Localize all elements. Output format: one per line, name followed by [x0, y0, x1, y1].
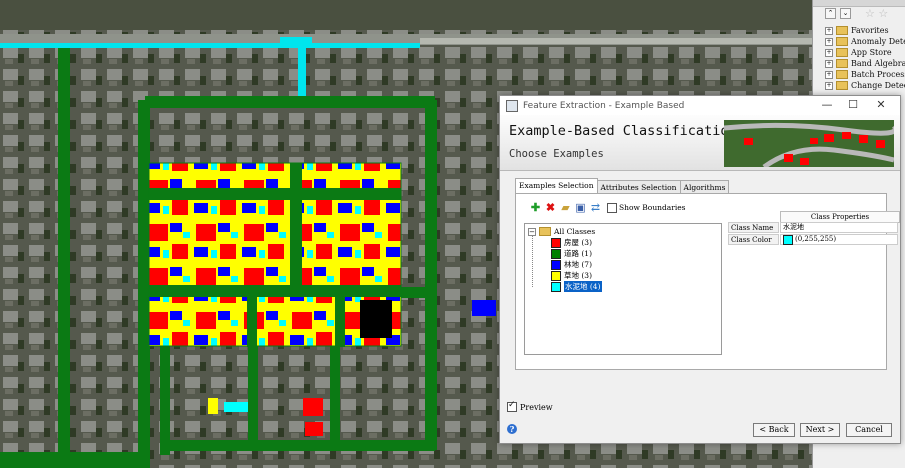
class-color-swatch [551, 281, 561, 292]
folder-icon [836, 26, 848, 35]
toolbox-titlebar [813, 0, 905, 7]
tree-root-label: All Classes [554, 227, 596, 236]
app-icon [506, 99, 518, 112]
preview-toggle[interactable]: Preview [507, 400, 553, 412]
collapse-icon[interactable]: − [528, 227, 536, 236]
collapse-up-icon[interactable]: ⌃ [825, 8, 836, 19]
show-boundaries-label: Show Boundaries [619, 203, 686, 212]
folder-icon [539, 227, 551, 236]
class-toolbar: ✚ ✖ ▰ ▣ ⇄ Show Boundaries [530, 202, 686, 213]
folder-icon [836, 70, 848, 79]
class-color-label: Class Color [728, 234, 779, 245]
folder-icon [836, 81, 848, 90]
import-icon[interactable]: ⇄ [590, 201, 601, 214]
collapse-down-icon[interactable]: ⌄ [840, 8, 851, 19]
preview-checkbox[interactable] [507, 400, 517, 412]
class-label: 房屋 (3) [564, 238, 593, 247]
toolbox-item[interactable]: + App Store [825, 48, 892, 57]
class-color-field[interactable]: (0,255,255) [780, 234, 898, 245]
expand-icon[interactable]: + [825, 59, 833, 68]
dialog-tabs: Examples Selection Attributes Selection … [515, 178, 730, 195]
class-name-field[interactable]: 水泥地 [780, 222, 898, 233]
class-color-swatch[interactable] [783, 234, 793, 245]
expand-icon[interactable]: + [825, 48, 833, 57]
class-color-swatch [551, 237, 561, 248]
toolbox-item[interactable]: + Band Algebra [825, 59, 905, 68]
maximize-icon[interactable]: ☐ [848, 98, 858, 111]
class-label: 水泥地 (4) [564, 281, 602, 292]
banner-thumbnail-image [724, 120, 894, 167]
class-label: 道路 (1) [564, 249, 593, 258]
open-folder-icon[interactable]: ▰ [561, 201, 570, 214]
cancel-button[interactable]: Cancel [846, 423, 892, 437]
delete-class-icon[interactable]: ✖ [545, 201, 556, 214]
folder-icon [836, 59, 848, 68]
class-label: 林地 (7) [564, 260, 593, 269]
folder-icon [836, 37, 848, 46]
class-item[interactable]: 房屋 (3) [551, 237, 592, 248]
class-item[interactable]: 林地 (7) [551, 259, 592, 270]
expand-icon[interactable]: + [825, 81, 833, 90]
expand-icon[interactable]: + [825, 26, 833, 35]
folder-icon [836, 48, 848, 57]
add-class-icon[interactable]: ✚ [530, 201, 541, 214]
class-color-swatch [551, 259, 561, 270]
expand-icon[interactable]: + [825, 70, 833, 79]
show-boundaries-toggle[interactable]: Show Boundaries [607, 202, 686, 213]
dialog-title: Feature Extraction - Example Based [523, 100, 685, 111]
close-icon[interactable]: ✕ [876, 98, 886, 111]
minimize-icon[interactable]: — [821, 98, 833, 111]
dialog-titlebar[interactable]: Feature Extraction - Example Based — ☐ ✕ [500, 96, 900, 115]
tree-root[interactable]: − All Classes [528, 226, 595, 237]
banner-subtitle: Choose Examples [509, 148, 604, 160]
expand-icon[interactable]: + [825, 37, 833, 46]
class-name-label: Class Name [728, 222, 779, 233]
class-item[interactable]: 道路 (1) [551, 248, 592, 259]
back-button[interactable]: < Back [753, 423, 795, 437]
toolbox-tree: +Favorites +Anomaly Detec +App Store +Ba… [825, 25, 905, 91]
next-button[interactable]: Next > [800, 423, 840, 437]
banner-title: Example-Based Classification [509, 123, 737, 139]
toolbox-item[interactable]: + Favorites [825, 26, 889, 35]
show-boundaries-checkbox[interactable] [607, 202, 617, 213]
class-label: 草地 (3) [564, 271, 593, 280]
toolbox-item[interactable]: + Batch Process [825, 70, 905, 79]
help-icon[interactable]: ? [507, 424, 517, 434]
preview-label: Preview [520, 402, 553, 412]
class-item[interactable]: 草地 (3) [551, 270, 592, 281]
favorites-star-icons[interactable]: ☆ ☆ [865, 7, 889, 20]
save-icon[interactable]: ▣ [575, 201, 586, 214]
toolbox-item[interactable]: +Anomaly Detec [825, 37, 905, 46]
tab-algorithms[interactable]: Algorithms [679, 180, 730, 195]
class-tree: − All Classes 房屋 (3) 道路 (1) 林地 (7) 草地 (3… [524, 223, 722, 355]
toolbox-item[interactable]: +Change Detect [825, 81, 905, 90]
class-item-selected[interactable]: 水泥地 (4) [551, 281, 602, 292]
examples-selection-panel: ✚ ✖ ▰ ▣ ⇄ Show Boundaries − All Classes … [515, 193, 900, 370]
dialog-banner: Example-Based Classification Choose Exam… [500, 115, 900, 171]
class-color-swatch [551, 270, 561, 281]
feature-extraction-dialog: Feature Extraction - Example Based — ☐ ✕… [499, 95, 901, 444]
class-color-swatch [551, 248, 561, 259]
